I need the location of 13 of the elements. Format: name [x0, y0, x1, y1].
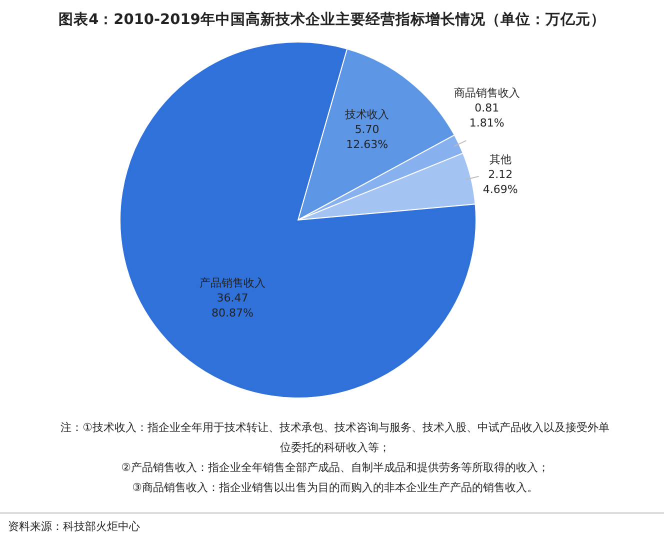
slice-label: 商品销售收入: [454, 86, 520, 100]
text: ③商品销售收入：指企业销售以出售为目的而购入的非本企业生产产品的销售收入。: [131, 480, 539, 496]
data-label: 2.12 4.69%: [482, 168, 518, 196]
data-label: 0.81 1.81%: [469, 102, 504, 130]
slice-label: 其他: [489, 153, 512, 166]
data-label: 36.47 80.87%: [212, 291, 254, 320]
text: 注：①技术收入：指企业全年用于技术转让、技术承包、技术咨询与服务、技术入股、中试产品收入以及接受外单位委托的科研收入等；: [60, 420, 610, 456]
slice-label: 产品销售收入: [200, 276, 266, 290]
text: 资料来源：科技部火炬中心: [8, 520, 140, 533]
text: ②产品销售收入：指企业全年销售全部产成品、自制半成品和提供劳务等所取得的收入；: [120, 460, 550, 476]
data-label: 5.70 12.63%: [346, 122, 388, 151]
chart-title: 图表4：2010-2019年中国高新技术企业主要经营指标增长情况（单位：万亿元）: [58, 10, 606, 28]
slice-label: 技术收入: [344, 108, 390, 121]
